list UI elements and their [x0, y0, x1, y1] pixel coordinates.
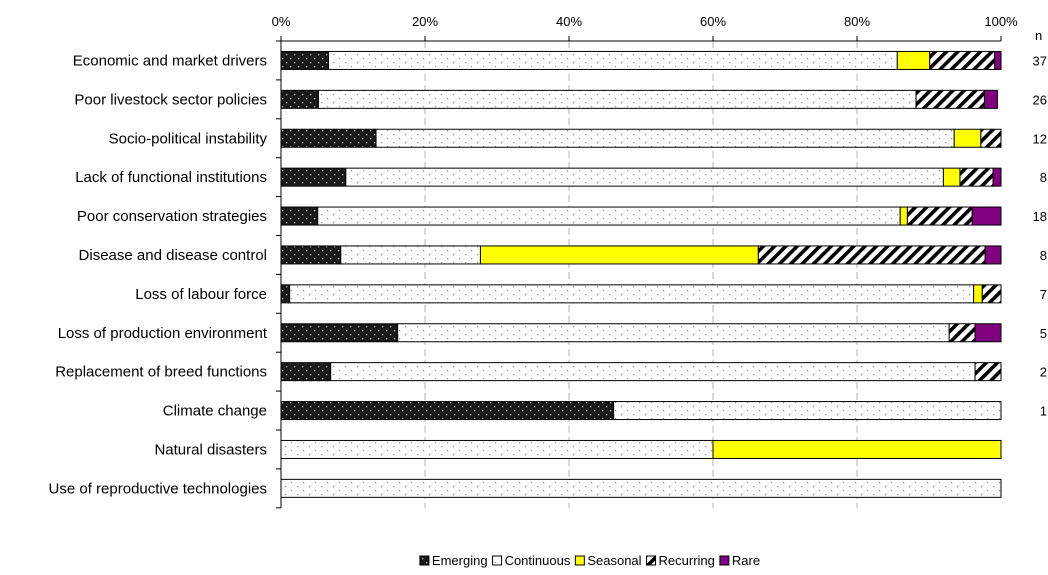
legend-label: Seasonal — [587, 553, 641, 568]
bar-seasonal — [942, 167, 961, 187]
legend-swatch-continuous — [492, 555, 503, 566]
category-label: Loss of labour force — [135, 286, 267, 303]
legend: Emerging Continuous Seasonal Recurring Rare — [419, 553, 760, 568]
legend-label: Rare — [732, 553, 760, 568]
bar-continuous — [340, 245, 481, 265]
category-label: Socio-political instability — [109, 130, 268, 147]
bar-continuous — [280, 478, 1002, 498]
bar-recurring — [948, 323, 976, 343]
category-label: Replacement of breed functions — [55, 364, 267, 381]
n-value: 8 — [1040, 248, 1047, 263]
bar-seasonal — [712, 439, 1002, 459]
bar-emerging — [280, 362, 332, 382]
bar-continuous — [317, 89, 917, 109]
n-value: 26 — [1033, 92, 1047, 107]
x-tick-label: 20% — [412, 14, 438, 29]
bar-emerging — [280, 206, 319, 226]
gridlines — [424, 41, 858, 508]
legend-swatch-emerging — [419, 555, 430, 566]
bar-recurring — [981, 284, 1002, 304]
bar-recurring — [929, 50, 996, 70]
bar-continuous — [330, 362, 976, 382]
bar-seasonal — [479, 245, 759, 265]
bar-recurring — [906, 206, 973, 226]
bar-seasonal — [973, 284, 983, 304]
category-label: Poor conservation strategies — [77, 208, 267, 225]
category-label: Poor livestock sector policies — [74, 91, 267, 108]
legend-label: Continuous — [505, 553, 571, 568]
legend-label: Recurring — [659, 553, 715, 568]
bar-rare — [994, 50, 1002, 70]
bar-recurring — [974, 362, 1002, 382]
bar-rare — [983, 89, 998, 109]
bar-recurring — [959, 167, 994, 187]
legend-label: Emerging — [432, 553, 488, 568]
x-tick-label: 0% — [272, 14, 291, 29]
n-value: 37 — [1033, 53, 1047, 68]
bar-rare — [992, 167, 1002, 187]
bar-continuous — [397, 323, 950, 343]
n-value: 2 — [1040, 365, 1047, 380]
x-tick-label: 80% — [844, 14, 870, 29]
n-value: 7 — [1040, 287, 1047, 302]
bars — [280, 50, 1002, 498]
bar-continuous — [345, 167, 944, 187]
bar-continuous — [375, 128, 955, 148]
n-value: 18 — [1033, 209, 1047, 224]
bar-emerging — [280, 323, 399, 343]
bar-seasonal — [953, 128, 982, 148]
x-tick-label: 40% — [556, 14, 582, 29]
bar-continuous — [280, 439, 714, 459]
category-label: Economic and market drivers — [73, 52, 267, 69]
x-tick-label: 60% — [700, 14, 726, 29]
bar-emerging — [280, 50, 330, 70]
category-label: Disease and disease control — [79, 247, 267, 264]
n-value: 12 — [1033, 131, 1047, 146]
bar-continuous — [289, 284, 975, 304]
n-column: n 37 26 12 8 18 8 7 5 2 1 — [1033, 28, 1047, 419]
category-label: Climate change — [163, 403, 267, 420]
bar-continuous — [328, 50, 898, 70]
bar-emerging — [280, 401, 615, 421]
bar-rare — [974, 323, 1002, 343]
bar-emerging — [280, 128, 377, 148]
category-label: Use of reproductive technologies — [49, 480, 267, 497]
category-label: Natural disasters — [154, 441, 267, 458]
x-tick-labels: 0% 20% 40% 60% 80% 100% — [272, 14, 1018, 29]
bar-emerging — [280, 284, 291, 304]
bar-continuous — [613, 401, 1002, 421]
n-value: 8 — [1040, 170, 1047, 185]
bar-emerging — [280, 167, 347, 187]
category-label: Loss of production environment — [58, 325, 268, 342]
legend-swatch-rare — [719, 555, 730, 566]
bar-recurring — [915, 89, 985, 109]
n-value: 5 — [1040, 326, 1047, 341]
bar-seasonal — [899, 206, 908, 226]
n-header: n — [1035, 28, 1042, 43]
x-tick-label: 100% — [984, 14, 1018, 29]
bar-emerging — [280, 245, 342, 265]
bar-seasonal — [896, 50, 931, 70]
bar-rare — [971, 206, 1002, 226]
axes — [276, 36, 1002, 509]
bar-continuous — [317, 206, 901, 226]
bar-recurring — [980, 128, 1002, 148]
bar-emerging — [280, 89, 319, 109]
legend-swatch-recurring — [646, 555, 657, 566]
category-labels: Economic and market drivers Poor livestoc… — [49, 52, 268, 497]
n-value: 1 — [1040, 404, 1047, 419]
bar-rare — [984, 245, 1002, 265]
legend-swatch-seasonal — [574, 555, 585, 566]
category-label: Lack of functional institutions — [75, 169, 267, 186]
bar-recurring — [757, 245, 986, 265]
